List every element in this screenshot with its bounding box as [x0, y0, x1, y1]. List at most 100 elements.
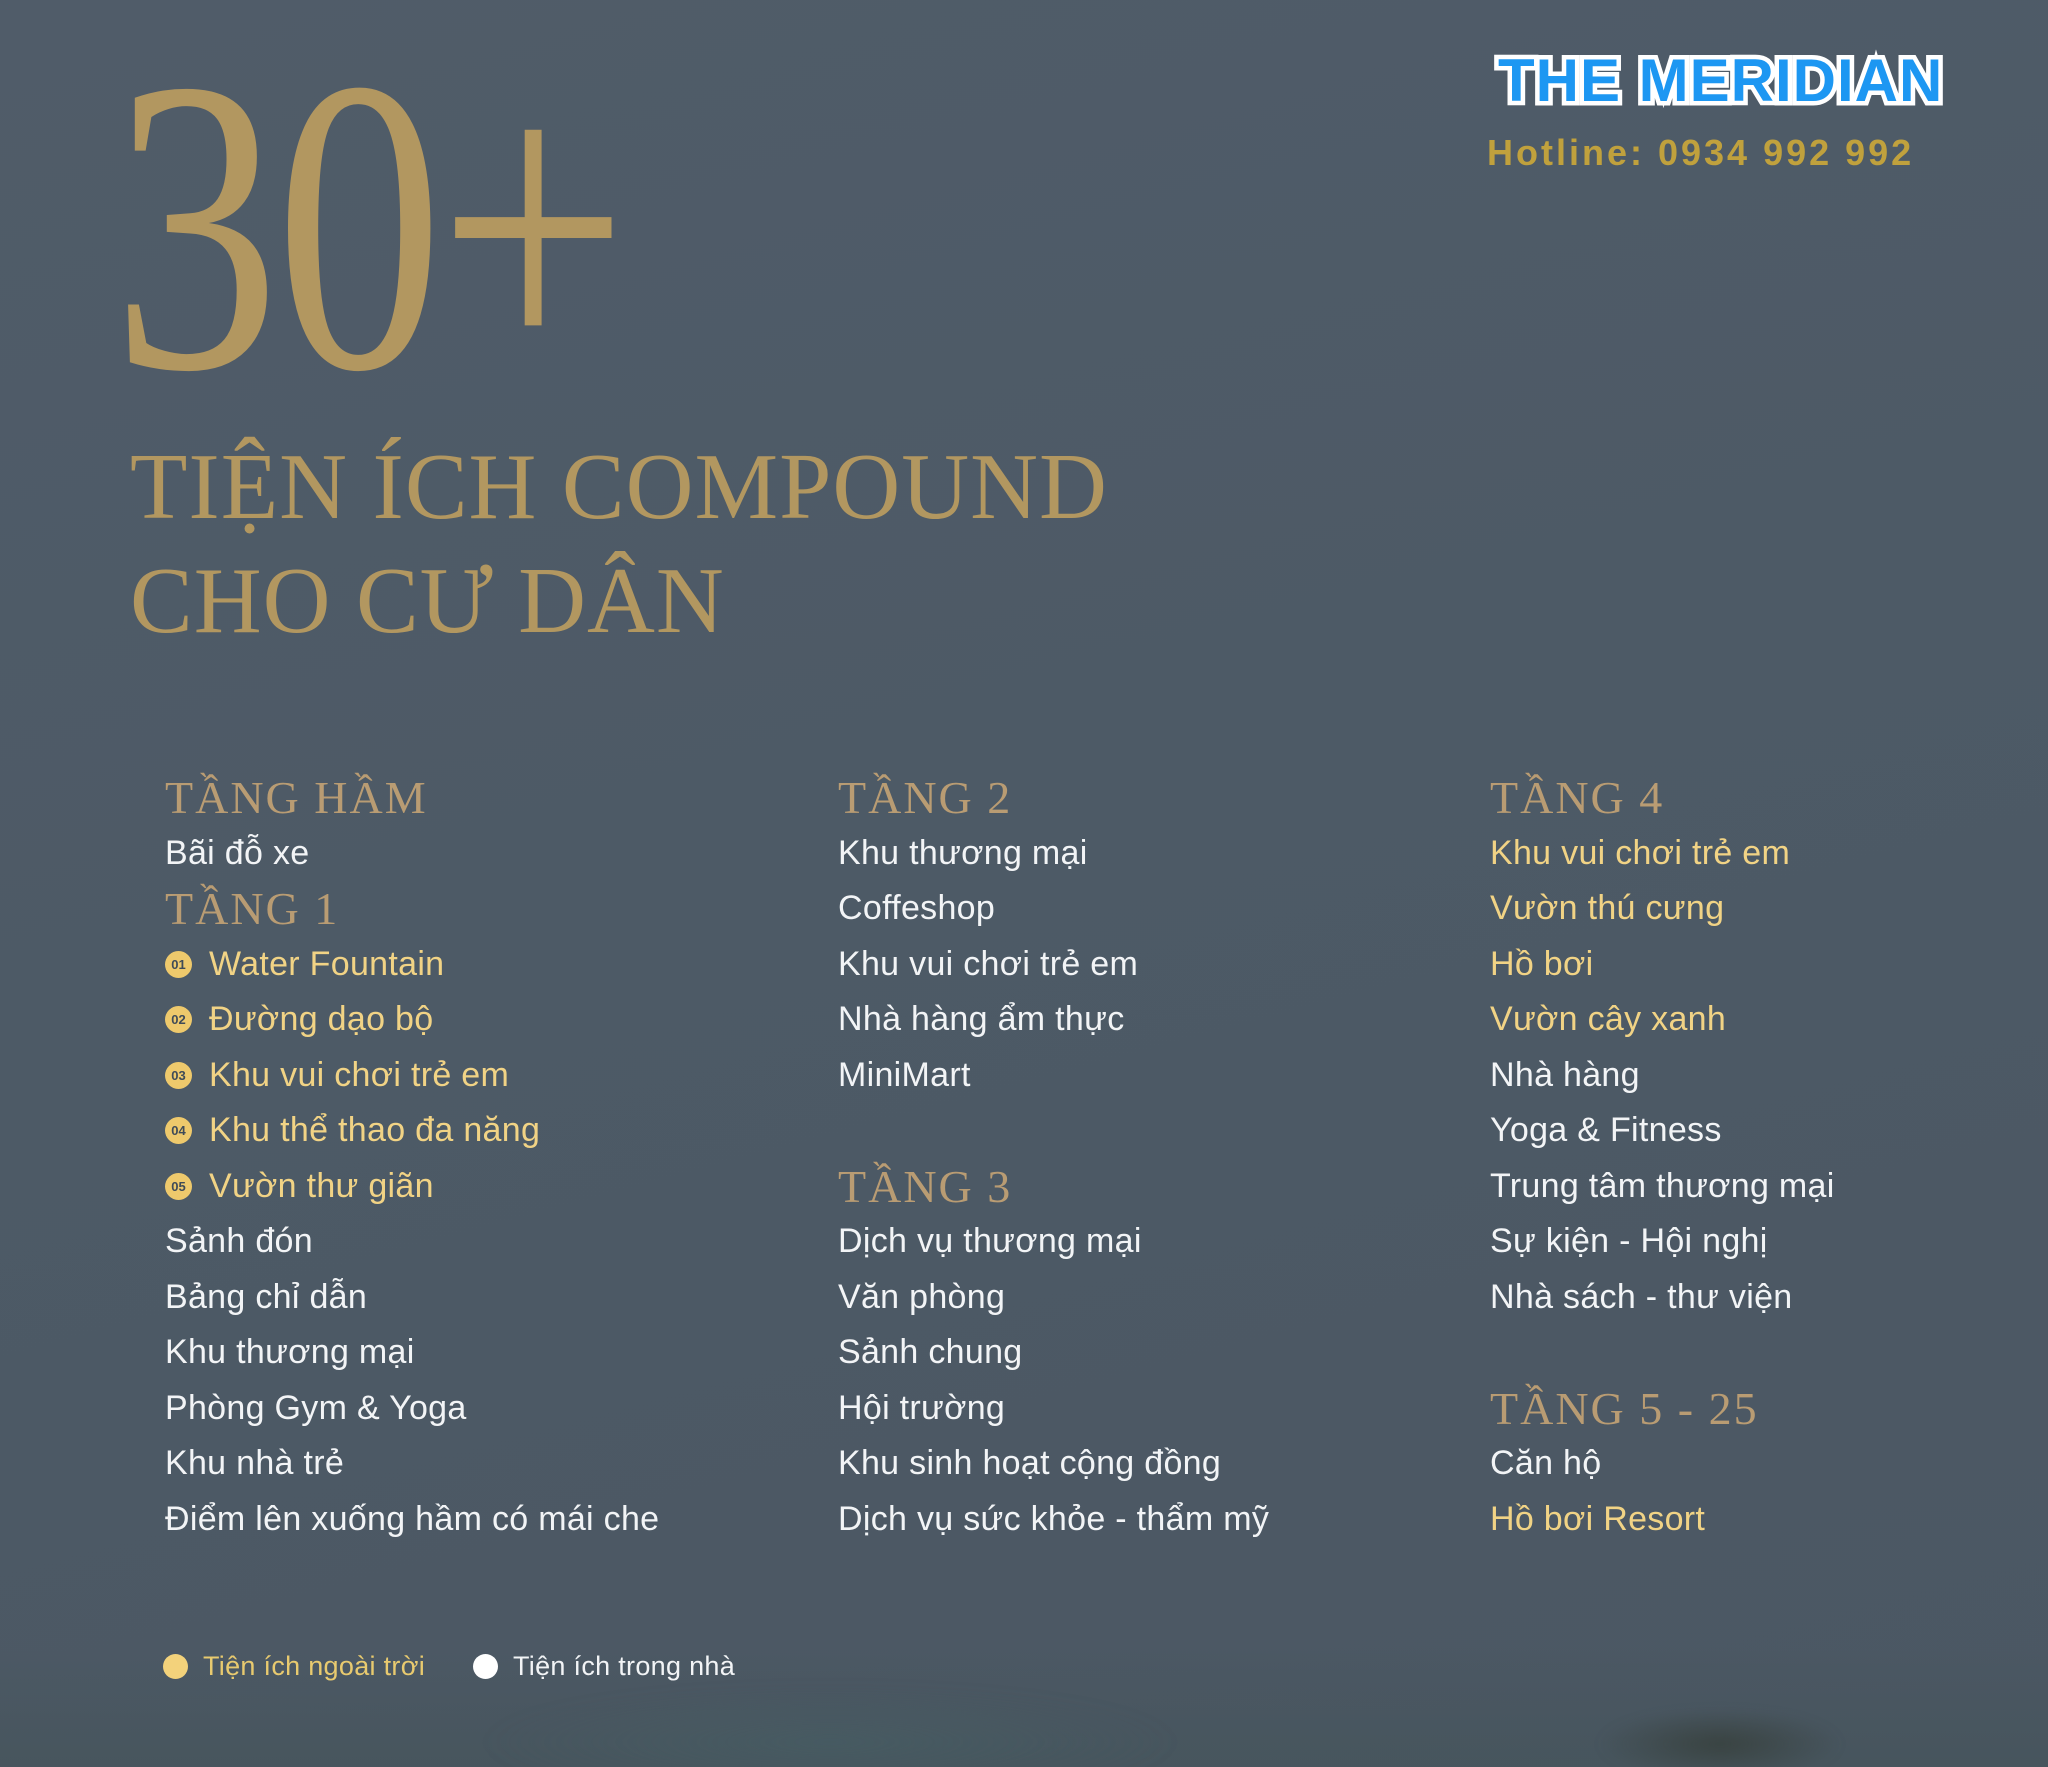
amenity-row: Sự kiện - Hội nghị [1490, 1214, 2048, 1270]
amenity-item: Vườn thư giãn [209, 1166, 434, 1205]
amenity-row: Hồ bơi [1490, 937, 2048, 993]
amenity-number-badge: 01 [165, 950, 192, 978]
amenity-row: Trung tâm thương mại [1490, 1159, 2048, 1215]
amenity-row: Khu nhà trẻ [165, 1436, 825, 1492]
amenity-item: Water Fountain [209, 944, 445, 983]
amenity-number-badge: 03 [165, 1061, 192, 1089]
amenity-item: Trung tâm thương mại [1490, 1166, 1835, 1205]
amenity-item: Căn hộ [1490, 1444, 1602, 1483]
amenity-item: Văn phòng [838, 1277, 1006, 1316]
amenity-item: Yoga & Fitness [1490, 1111, 1722, 1150]
amenity-item: Vườn thú cưng [1490, 889, 1725, 928]
amenity-row: Khu vui chơi trẻ em [838, 937, 1498, 993]
amenity-row: Phòng Gym & Yoga [165, 1381, 825, 1437]
amenity-row: Sảnh đón [165, 1214, 825, 1270]
amenity-row: Khu thương mại [165, 1325, 825, 1381]
amenity-row: 01 Water Fountain [165, 937, 825, 993]
amenity-item: Nhà hàng [1490, 1055, 1640, 1094]
amenity-row: Văn phòng [838, 1270, 1498, 1326]
floor-heading: TẦNG 1 [165, 883, 340, 935]
floor-heading-row: TẦNG 5 - 25 [1490, 1381, 2048, 1437]
spacer-row [838, 1103, 1498, 1159]
amenity-row: Bãi đỗ xe [165, 826, 825, 882]
column-basement-floor1: TẦNG HẦM Bãi đỗ xe TẦNG 1 01 Water Founta… [165, 770, 825, 1547]
amenity-item: Phòng Gym & Yoga [165, 1388, 467, 1427]
amenity-row: Dịch vụ sức khỏe - thẩm mỹ [838, 1492, 1498, 1548]
amenity-row: 05 Vườn thư giãn [165, 1159, 825, 1215]
brand-logo-outline: THE MERIDIAN [1493, 43, 1946, 119]
page-title-line2: CHO CƯ DÂN [130, 549, 725, 653]
amenity-row: Vườn cây xanh [1490, 992, 2048, 1048]
floor-heading: TẦNG 2 [838, 772, 1013, 824]
hotline-text: Hotline: 0934 992 992 [1487, 132, 1915, 173]
amenity-item: Sảnh chung [838, 1333, 1023, 1372]
floor-heading: TẦNG HẦM [165, 772, 428, 824]
amenity-item: Khu vui chơi trẻ em [838, 944, 1139, 983]
floor-heading: TẦNG 5 - 25 [1490, 1382, 1759, 1434]
amenity-row: Khu sinh hoạt cộng đồng [838, 1436, 1498, 1492]
amenity-item: Nhà hàng ẩm thực [838, 1000, 1125, 1039]
amenity-row: Điểm lên xuống hầm có mái che [165, 1492, 825, 1548]
floor-heading-row: TẦNG 4 [1490, 770, 2048, 826]
amenity-row: Vườn thú cưng [1490, 881, 2048, 937]
amenity-row: 04 Khu thể thao đa năng [165, 1103, 825, 1159]
amenity-item: Điểm lên xuống hầm có mái che [165, 1499, 660, 1538]
amenity-row: Hội trường [838, 1381, 1498, 1437]
brand-logo-text: THE MERIDIAN [1498, 47, 1944, 114]
floor-heading: TẦNG 3 [838, 1160, 1013, 1212]
amenity-row: 02 Đường dạo bộ [165, 992, 825, 1048]
legend-indoor-dot-icon [473, 1653, 499, 1679]
amenity-item: Nhà sách - thư viện [1490, 1277, 1793, 1316]
column-floor2-floor3: TẦNG 2 Khu thương mại Coffeshop Khu vui … [838, 770, 1498, 1547]
amenity-item: Coffeshop [838, 889, 996, 928]
amenity-item: MiniMart [838, 1055, 971, 1094]
amenity-row: Sảnh chung [838, 1325, 1498, 1381]
bottom-photo-dark-smudge [1600, 1709, 1840, 1767]
amenity-item: Dịch vụ thương mại [838, 1222, 1142, 1261]
amenity-item: Khu thương mại [165, 1333, 415, 1372]
page-title: TIỆN ÍCH COMPOUND CHO CƯ DÂN [130, 430, 1108, 658]
amenity-row: Nhà hàng ẩm thực [838, 992, 1498, 1048]
floor-heading: TẦNG 4 [1490, 772, 1665, 824]
amenity-row: 03 Khu vui chơi trẻ em [165, 1048, 825, 1104]
bottom-photo-teal-blur [480, 1687, 1180, 1767]
amenity-item: Bãi đỗ xe [165, 833, 310, 872]
amenity-item: Khu sinh hoạt cộng đồng [838, 1444, 1222, 1483]
floor-heading-row: TẦNG 3 [838, 1159, 1498, 1215]
amenity-row: Bảng chỉ dẫn [165, 1270, 825, 1326]
spacer-row [1490, 1325, 2048, 1381]
amenity-row: MiniMart [838, 1048, 1498, 1104]
amenity-item: Hồ bơi Resort [1490, 1499, 1706, 1538]
amenity-row: Căn hộ [1490, 1436, 2048, 1492]
column-floor4-floor5-25: TẦNG 4 Khu vui chơi trẻ em Vườn thú cưng… [1490, 770, 2048, 1547]
amenity-item: Hồ bơi [1490, 944, 1594, 983]
amenity-item: Dịch vụ sức khỏe - thẩm mỹ [838, 1499, 1270, 1538]
amenity-number-badge: 04 [165, 1117, 192, 1145]
amenity-row: Dịch vụ thương mại [838, 1214, 1498, 1270]
floor-heading-row: TẦNG 2 [838, 770, 1498, 826]
amenity-row: Yoga & Fitness [1490, 1103, 2048, 1159]
amenity-item: Sự kiện - Hội nghị [1490, 1222, 1768, 1261]
amenity-number-badge: 05 [165, 1172, 192, 1200]
amenity-counter: 30+ [112, 0, 628, 458]
amenity-row: Khu vui chơi trẻ em [1490, 826, 2048, 882]
amenity-item: Bảng chỉ dẫn [165, 1277, 368, 1316]
amenity-item: Khu vui chơi trẻ em [209, 1055, 510, 1094]
floor-heading-row: TẦNG HẦM [165, 770, 825, 826]
amenity-row: Coffeshop [838, 881, 1498, 937]
amenity-item: Vườn cây xanh [1490, 1000, 1727, 1039]
amenity-item: Khu vui chơi trẻ em [1490, 833, 1791, 872]
amenity-item: Khu nhà trẻ [165, 1444, 345, 1483]
amenity-number-badge: 02 [165, 1006, 192, 1034]
amenity-item: Khu thể thao đa năng [209, 1111, 541, 1150]
amenity-row: Nhà sách - thư viện [1490, 1270, 2048, 1326]
amenity-row: Hồ bơi Resort [1490, 1492, 2048, 1548]
amenity-item: Hội trường [838, 1388, 1006, 1427]
floor-heading-row: TẦNG 1 [165, 881, 825, 937]
legend: Tiện ích ngoài trời Tiện ích trong nhà [163, 1646, 735, 1686]
legend-outdoor-label: Tiện ích ngoài trời [203, 1650, 426, 1681]
legend-indoor-label: Tiện ích trong nhà [513, 1650, 736, 1681]
amenity-item: Khu thương mại [838, 833, 1088, 872]
legend-outdoor-dot-icon [163, 1653, 188, 1679]
